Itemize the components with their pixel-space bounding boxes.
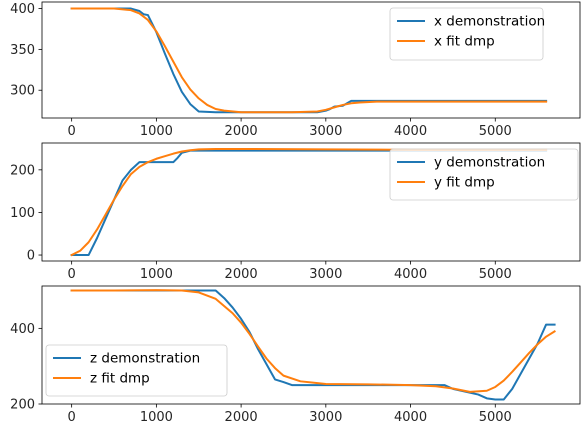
series-line-3-2 (70, 289, 556, 393)
y-tick-label: 200 (10, 398, 35, 413)
x-tick-label: 0 (68, 410, 76, 425)
axes-frame (41, 142, 581, 262)
legend-label: x fit dmp (434, 34, 495, 50)
y-tick-label: 0 (27, 249, 35, 264)
subplot-3: 0 1000 2000 3000 4000 5000 200 400 z demonstrati… (10, 285, 581, 425)
y-tick-label: 100 (10, 206, 35, 221)
series-line-2-1 (70, 149, 548, 257)
legend-label: y demonstration (434, 155, 545, 171)
y-tick-label: 400 (10, 322, 35, 337)
subplot-1: 0 1000 2000 3000 4000 5000 300 350 400 x demonstr… (10, 1, 581, 139)
legend: y demonstration y fit dmp (389, 148, 579, 201)
x-tick-label: 3000 (309, 267, 342, 282)
y-tick-label: 200 (10, 163, 35, 178)
x-tick-label: 2000 (225, 124, 258, 139)
x-tick-label: 5000 (479, 267, 512, 282)
y-tick-label: 400 (10, 2, 35, 17)
legend-label: y fit dmp (434, 175, 495, 191)
x-tick-label: 3000 (309, 410, 342, 425)
legend: x demonstration x fit dmp (389, 7, 545, 61)
legend-box (389, 7, 544, 61)
x-tick-label: 1000 (140, 267, 173, 282)
x-tick-label: 3000 (309, 124, 342, 139)
legend-box (389, 148, 579, 201)
series-line-2-2 (70, 147, 548, 257)
x-tick-label: 0 (68, 124, 76, 139)
x-tick-label: 1000 (140, 124, 173, 139)
series-line-1-2 (70, 7, 548, 114)
y-tick-label: 350 (10, 43, 35, 58)
legend-label: z fit dmp (90, 371, 150, 387)
x-tick-label: 4000 (394, 267, 427, 282)
x-tick-label: 0 (68, 267, 76, 282)
x-tick-label: 5000 (479, 410, 512, 425)
x-tick-label: 1000 (140, 410, 173, 425)
x-tick-label: 5000 (479, 124, 512, 139)
y-tick-label: 300 (10, 84, 35, 99)
x-tick-label: 2000 (225, 267, 258, 282)
legend-box (45, 344, 228, 397)
x-tick-label: 4000 (394, 124, 427, 139)
legend: z demonstration z fit dmp (45, 344, 228, 397)
axes-frame (41, 1, 581, 119)
legend-label: z demonstration (90, 351, 200, 367)
axes-frame (41, 285, 581, 405)
subplot-2: 0 1000 2000 3000 4000 5000 0 100 200 y demonstrat… (10, 142, 581, 282)
legend-label: x demonstration (434, 14, 545, 30)
x-tick-label: 2000 (225, 410, 258, 425)
x-tick-label: 4000 (394, 410, 427, 425)
